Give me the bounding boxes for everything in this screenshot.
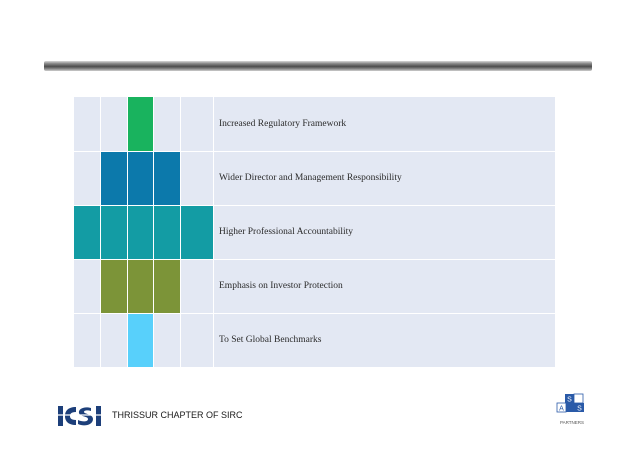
grid-vline [127, 97, 128, 367]
partner-letter: S [567, 397, 572, 404]
grid-hline [74, 151, 555, 152]
pyramid-grid: Increased Regulatory Framework Wider Dir… [74, 97, 555, 367]
grid-vline [153, 97, 154, 367]
footer-chapter-text: THRISSUR CHAPTER OF SIRC [112, 410, 243, 420]
grid-hline [74, 259, 555, 260]
partner-letter: S [577, 406, 582, 413]
row-global-benchmarks: To Set Global Benchmarks [74, 313, 555, 367]
grid-hline [74, 205, 555, 206]
cell-row5-light-blue [127, 313, 154, 367]
partner-letter: A [559, 406, 564, 413]
sas-partners-logo-icon: S A S PARTNERS [553, 393, 591, 429]
cell-row1-green [127, 97, 154, 151]
row-regulatory: Increased Regulatory Framework [74, 97, 555, 151]
icsi-logo-icon [54, 403, 110, 429]
row-director-responsibility: Wider Director and Management Responsibi… [74, 151, 555, 205]
grid-vline [180, 97, 181, 367]
row-label: Higher Professional Accountability [219, 227, 354, 237]
partner-caption: PARTNERS [560, 420, 584, 425]
row-label: Wider Director and Management Responsibi… [219, 173, 402, 183]
row-label: Emphasis on Investor Protection [219, 281, 343, 291]
row-label: To Set Global Benchmarks [219, 335, 322, 345]
row-label: Increased Regulatory Framework [219, 119, 347, 129]
grid-vline [213, 97, 214, 367]
grid-hline [74, 313, 555, 314]
row-accountability: Higher Professional Accountability [74, 205, 555, 259]
grid-vline [100, 97, 101, 367]
header-divider-bar [44, 61, 592, 71]
cell-row2-blue [100, 151, 180, 205]
cell-row4-olive [100, 259, 180, 313]
cell-row3-teal [74, 205, 213, 259]
row-investor-protection: Emphasis on Investor Protection [74, 259, 555, 313]
